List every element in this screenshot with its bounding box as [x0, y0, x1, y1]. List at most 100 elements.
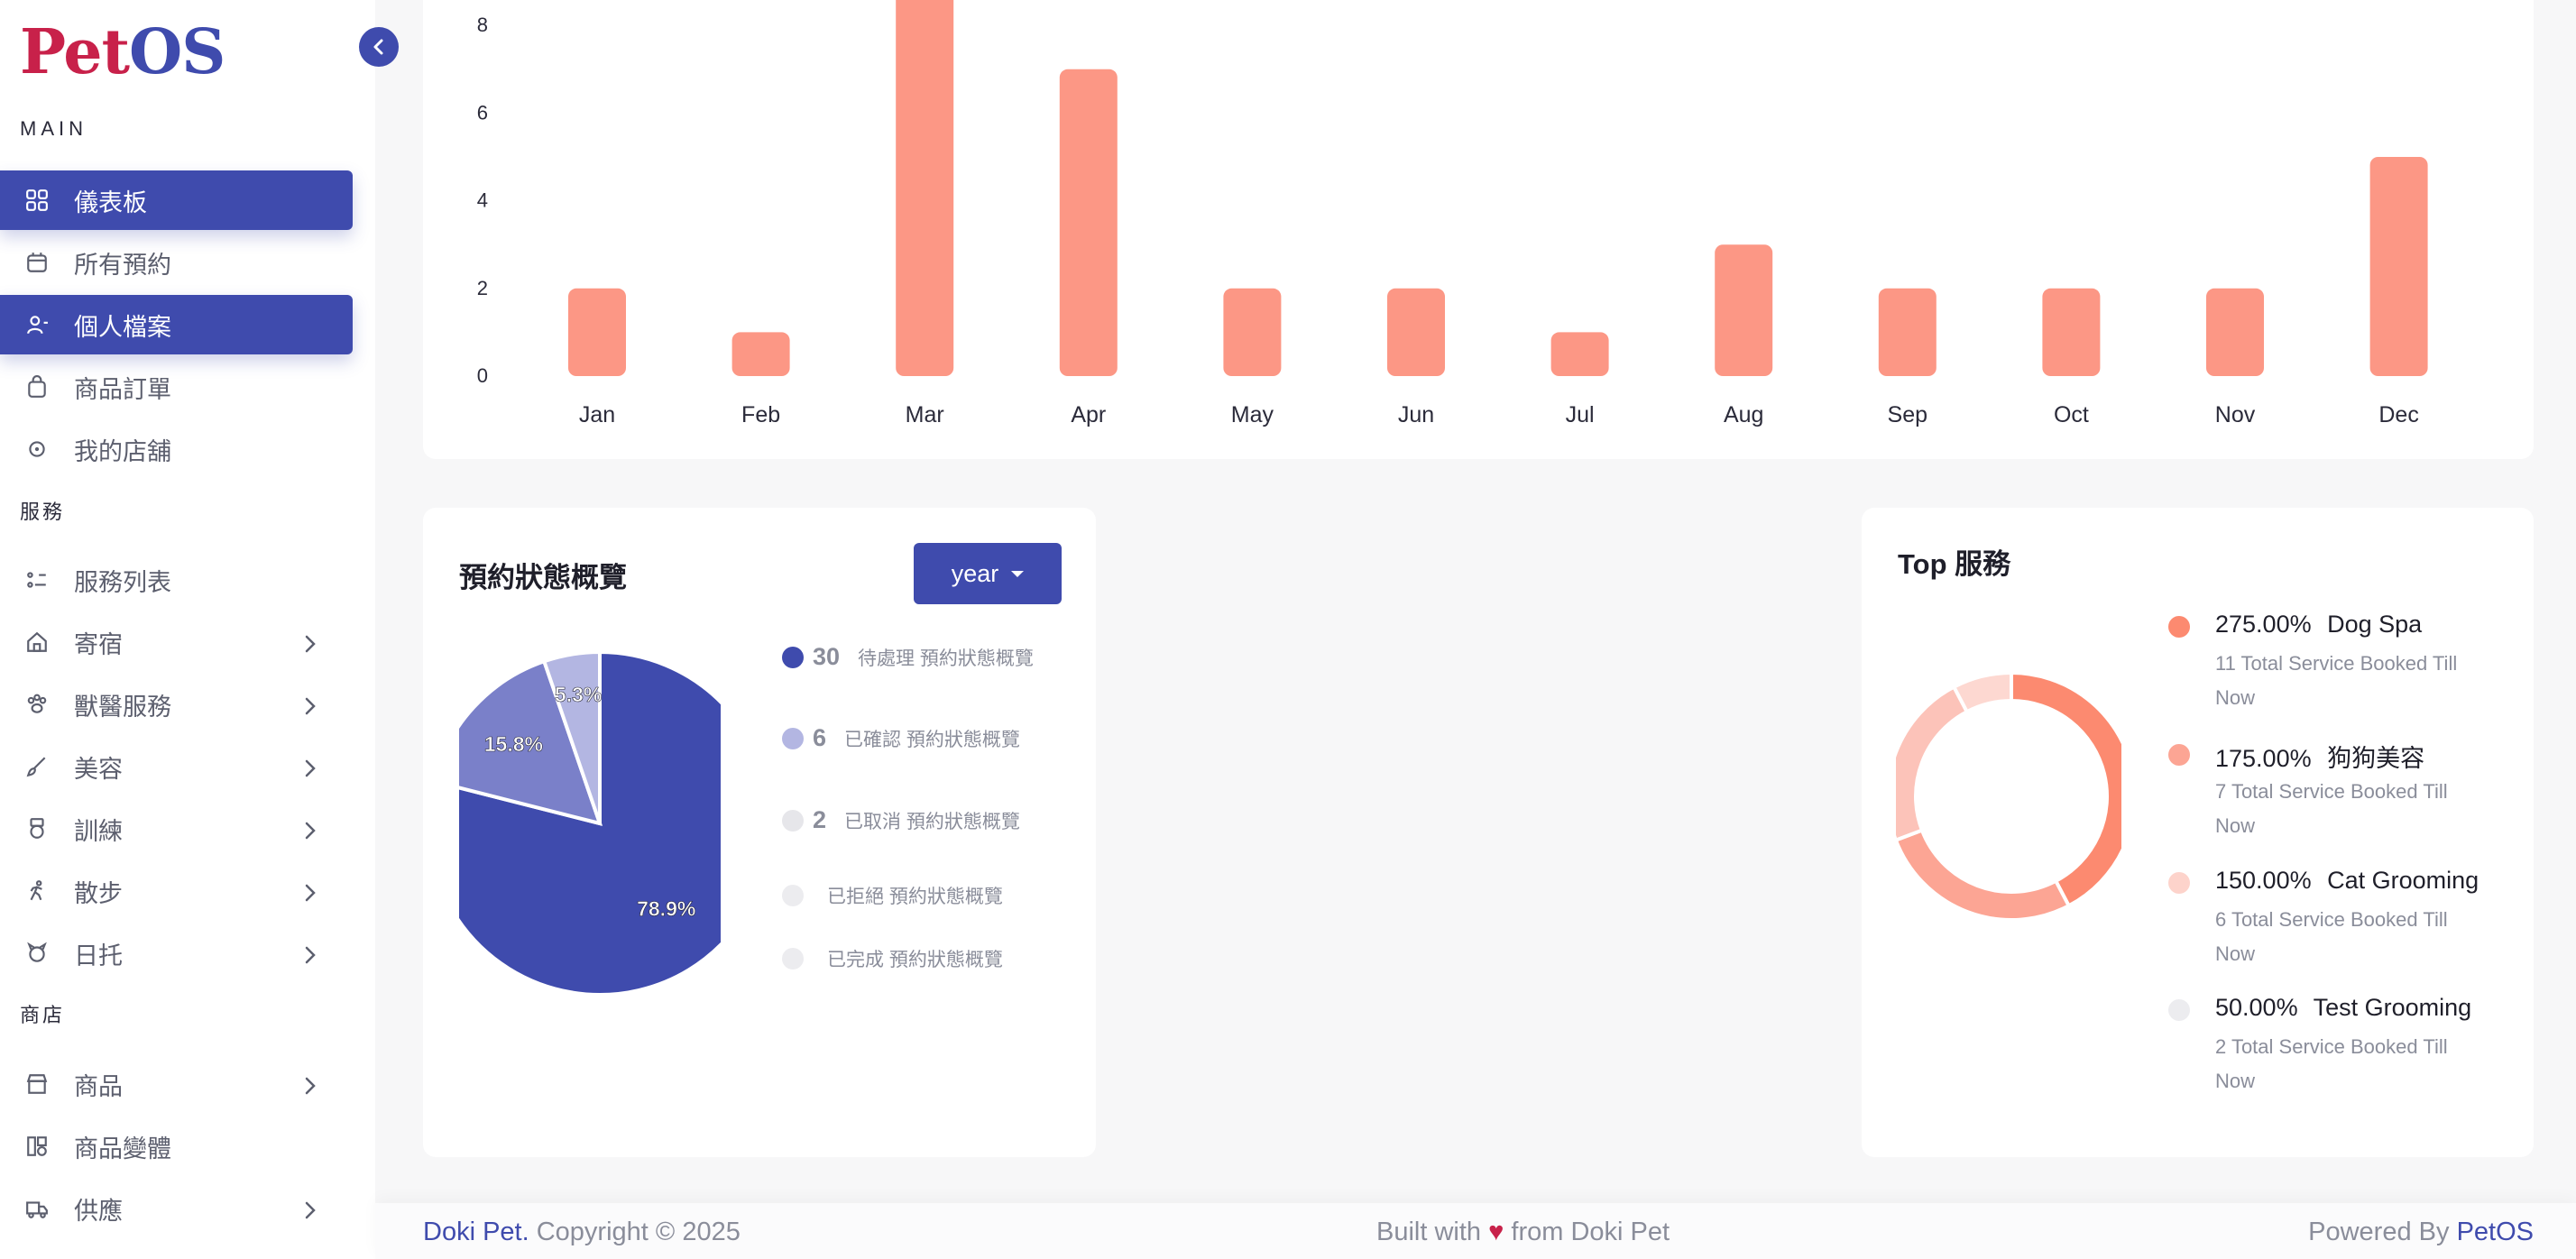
pet-icon: [25, 942, 49, 965]
walk-icon: [25, 879, 49, 903]
legend-dot: [782, 948, 804, 970]
status-legend-item[interactable]: 已拒絕 預約狀態概覽: [782, 882, 1003, 909]
sidebar-item-8[interactable]: 美容: [0, 737, 353, 796]
bar-jan[interactable]: [568, 288, 626, 376]
bar-jun[interactable]: [1387, 288, 1445, 376]
pie-slice-2[interactable]: [541, 649, 602, 824]
bar-sep[interactable]: [1878, 288, 1937, 376]
sidebar-item-0[interactable]: 儀表板: [0, 170, 353, 230]
bar-dec[interactable]: [2369, 157, 2428, 376]
section-label-services: 服務: [20, 501, 66, 523]
monthly-bar-chart: 0 2 4 6 8 Jan Feb Mar Apr May Jun Jul Aug Sep Oct Nov De…: [477, 0, 2428, 427]
footer-built-prefix: Built with: [1376, 1218, 1489, 1246]
sidebar-item-13[interactable]: 商品變體: [0, 1117, 353, 1176]
paw-icon: [25, 693, 49, 716]
service-dot: [2168, 616, 2190, 638]
sidebar-item-label: 我的店舖: [74, 437, 171, 465]
logo[interactable]: PetOS: [20, 16, 225, 88]
legend-label: 已確認 預約狀態概覽: [844, 729, 1020, 750]
sidebar-collapse-button[interactable]: [359, 27, 399, 67]
x-tick-label: Nov: [2215, 402, 2256, 427]
service-dot: [2168, 744, 2190, 766]
x-tick-label: May: [1231, 402, 1274, 427]
booking-status-pie: 78.9% 15.8% 5.3%: [428, 649, 721, 997]
footer-powered-prefix: Powered By: [2308, 1218, 2457, 1246]
service-booked-count: 2 Total Service Booked Till Now: [2215, 1035, 2448, 1092]
sidebar-item-14[interactable]: 供應: [0, 1179, 353, 1238]
status-legend-item[interactable]: 30 待處理 預約狀態概覽: [782, 643, 1034, 671]
sidebar-item-label: 商品變體: [74, 1135, 171, 1163]
donut-slice-3[interactable]: [1951, 670, 2013, 714]
year-dropdown-button[interactable]: year: [914, 543, 1062, 604]
donut-slice-2[interactable]: [1888, 684, 1970, 842]
variants-icon: [25, 1135, 49, 1158]
sidebar-item-2[interactable]: 個人檔案: [0, 295, 353, 354]
footer-built-with: Built with ♥ from Doki Pet: [1376, 1218, 1670, 1247]
sidebar-item-label: 寄宿: [74, 630, 123, 658]
sidebar-item-11[interactable]: 日托: [0, 924, 353, 983]
legend-dot: [782, 727, 804, 749]
sidebar-item-label: 日托: [74, 942, 123, 970]
home-icon: [25, 630, 49, 654]
sidebar-item-6[interactable]: 寄宿: [0, 612, 353, 672]
bar-oct[interactable]: [2042, 288, 2101, 376]
sidebar-item-9[interactable]: 訓練: [0, 799, 353, 859]
legend-dot: [782, 646, 804, 668]
legend-count: 30: [813, 643, 841, 670]
sidebar-item-label: 獸醫服務: [74, 693, 171, 721]
chevron-right-icon: [304, 881, 317, 909]
legend-label: 已完成 預約狀態概覽: [827, 950, 1003, 970]
year-dropdown-label: year: [951, 559, 999, 587]
x-tick-label: Sep: [1888, 402, 1927, 427]
bar-nov[interactable]: [2206, 288, 2264, 376]
grid-icon: [25, 188, 49, 212]
footer-powered-link[interactable]: PetOS: [2456, 1218, 2534, 1246]
bar-apr[interactable]: [1059, 69, 1118, 377]
sidebar-item-12[interactable]: 商品: [0, 1054, 353, 1114]
medal-icon: [25, 817, 49, 841]
bar-feb[interactable]: [731, 332, 790, 376]
status-legend-item[interactable]: 已完成 預約狀態概覽: [782, 945, 1003, 972]
legend-label: 已取消 預約狀態概覽: [844, 811, 1020, 832]
bar-aug[interactable]: [1715, 244, 1773, 376]
chevron-right-icon: [304, 757, 317, 785]
service-booked-count: 6 Total Service Booked Till Now: [2215, 908, 2448, 965]
footer-brand-link[interactable]: Doki Pet.: [423, 1218, 529, 1246]
donut-slice-0[interactable]: [2010, 670, 2135, 909]
sidebar-item-3[interactable]: 商品訂單: [0, 357, 353, 417]
chevron-right-icon: [304, 632, 317, 660]
service-percent: 50.00%: [2215, 994, 2298, 1021]
x-tick-label: Aug: [1724, 402, 1763, 427]
service-booked-count: 7 Total Service Booked Till Now: [2215, 780, 2448, 837]
sidebar-item-label: 美容: [74, 755, 123, 783]
service-percent: 150.00%: [2215, 867, 2312, 894]
booking-status-title: 預約狀態概覽: [459, 562, 627, 593]
footer-powered-by: Powered By PetOS: [2308, 1218, 2534, 1247]
bar-jul[interactable]: [1550, 332, 1609, 376]
service-percent: 275.00%: [2215, 611, 2312, 638]
sidebar-item-1[interactable]: 所有預約: [0, 233, 353, 292]
sidebar-item-label: 所有預約: [74, 251, 171, 279]
status-legend-item[interactable]: 6 已確認 預約狀態概覽: [782, 724, 1020, 752]
sidebar-item-4[interactable]: 我的店舖: [0, 419, 353, 479]
bar-may[interactable]: [1223, 288, 1282, 376]
pie-slice-0[interactable]: [428, 649, 721, 997]
sidebar-item-10[interactable]: 散步: [0, 861, 353, 921]
sidebar-item-label: 訓練: [74, 817, 123, 845]
x-tick-label: Apr: [1071, 402, 1106, 427]
brush-icon: [25, 755, 49, 778]
bar-mar[interactable]: [896, 0, 954, 376]
sidebar-item-5[interactable]: 服務列表: [0, 550, 353, 610]
sidebar-item-7[interactable]: 獸醫服務: [0, 675, 353, 734]
donut-slice-1[interactable]: [1896, 828, 2072, 922]
user-icon: [25, 313, 49, 336]
chevron-left-icon: [373, 39, 383, 55]
pie-percent-label: 15.8%: [484, 732, 543, 756]
heart-icon: ♥: [1488, 1218, 1504, 1246]
service-dot: [2168, 999, 2190, 1021]
pie-slice-1[interactable]: [434, 658, 603, 826]
status-legend-item[interactable]: 2 已取消 預約狀態概覽: [782, 806, 1020, 834]
footer: Doki Pet. Copyright © 2025 Built with ♥ …: [375, 1203, 2576, 1259]
pie-percent-label: 5.3%: [555, 683, 602, 706]
booking-status-card: 預約狀態概覽 year 78.9% 15.8% 5.3% 30 待處理 預約狀態概覽 6…: [423, 508, 1096, 1157]
